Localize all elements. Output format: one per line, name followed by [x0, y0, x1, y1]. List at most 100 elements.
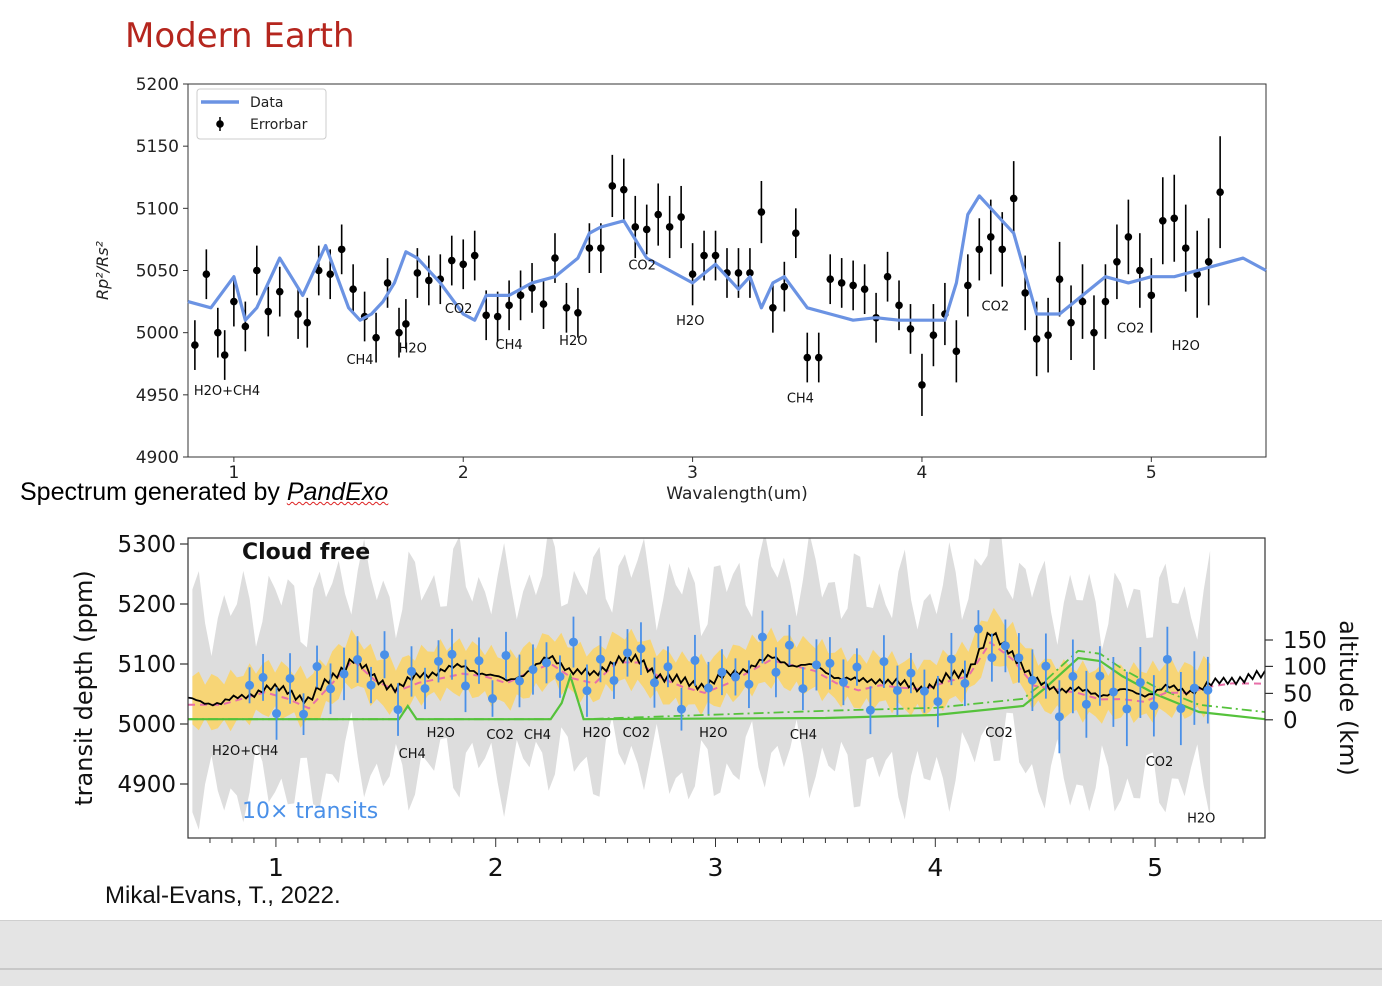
- model-data-point: [568, 616, 578, 668]
- errorbar-marker: [734, 269, 743, 277]
- model-point-marker: [717, 667, 727, 677]
- model-point-marker: [609, 675, 619, 685]
- x-tick-label: 3: [687, 463, 698, 483]
- citation: Mikal-Evans, T., 2022.: [105, 882, 341, 909]
- model-point-marker: [1149, 701, 1159, 711]
- errorbar-point: [1216, 136, 1224, 249]
- errorbar-marker: [688, 270, 697, 279]
- x-tick-label: 5: [1147, 853, 1163, 882]
- errorbar-marker: [1124, 233, 1133, 241]
- model-data-point: [892, 665, 902, 716]
- errorbar-marker: [918, 381, 926, 389]
- errorbar-point: [746, 248, 754, 298]
- x-tick-label: 4: [927, 853, 943, 882]
- model-point-marker: [366, 680, 376, 690]
- model-data-point: [1189, 651, 1199, 725]
- errorbar-point: [372, 312, 380, 363]
- errorbar-marker: [413, 269, 422, 277]
- errorbar-marker: [929, 331, 938, 339]
- model-data-point: [1041, 633, 1051, 699]
- model-data-point: [784, 624, 794, 666]
- model-point-marker: [960, 678, 970, 688]
- errorbar-marker: [860, 285, 869, 293]
- errorbar-point: [906, 304, 915, 354]
- errorbar-point: [1204, 218, 1213, 306]
- errorbar-point: [860, 264, 869, 315]
- x-tick-label: 4: [917, 463, 928, 483]
- errorbar-point: [314, 245, 323, 296]
- model-data-point: [353, 636, 363, 683]
- x-tick-label: 5: [1146, 463, 1157, 483]
- model-data-point: [407, 646, 417, 697]
- errorbar-point: [1044, 297, 1052, 373]
- errorbar-point: [191, 320, 199, 370]
- errorbar-point: [253, 245, 261, 296]
- y-tick-label: 5150: [136, 137, 179, 157]
- model-point-marker: [1203, 685, 1213, 695]
- model-data-point: [1014, 633, 1024, 683]
- model-data-point: [366, 666, 376, 704]
- errorbar-marker: [1044, 331, 1052, 339]
- x-tick-label: 1: [228, 463, 239, 483]
- errorbar-point: [883, 251, 892, 302]
- model-data-point: [245, 667, 255, 704]
- model-data-point: [757, 610, 767, 664]
- model-point-marker: [299, 709, 309, 719]
- errorbar-point: [619, 158, 628, 221]
- panel-title: Cloud free: [242, 540, 370, 565]
- errorbar-marker: [1055, 275, 1064, 284]
- molecule-annotation: CO2: [623, 726, 651, 741]
- model-point-marker: [258, 672, 268, 682]
- errorbar-point: [551, 233, 559, 283]
- errorbar-point: [952, 320, 961, 383]
- model-point-marker: [636, 644, 646, 654]
- errorbar-marker: [1009, 194, 1018, 203]
- model-data-point: [1095, 646, 1105, 706]
- model-point-marker: [838, 677, 848, 687]
- errorbar-point: [395, 307, 403, 358]
- errorbar-marker: [1067, 318, 1075, 327]
- model-data-point: [636, 622, 646, 675]
- errorbar-point: [1055, 241, 1064, 317]
- model-data-point: [730, 658, 740, 696]
- errorbar-point: [688, 243, 697, 306]
- model-data-point: [514, 654, 524, 708]
- model-data-point: [541, 642, 551, 684]
- model-data-point: [973, 610, 983, 648]
- window-bottom-divider: [0, 968, 1382, 970]
- model-point-marker: [946, 654, 956, 664]
- model-point-marker: [757, 632, 767, 642]
- errorbar-marker: [516, 291, 525, 300]
- y-axis-label: Rp²/Rs²: [93, 240, 112, 300]
- model-data-point: [811, 639, 821, 691]
- model-data-point: [474, 637, 484, 684]
- legend: Data Errorbar: [196, 88, 327, 140]
- y2-tick-label: 150: [1283, 628, 1327, 654]
- errorbar-point: [1067, 285, 1075, 361]
- model-point-marker: [744, 679, 754, 689]
- model-data-point: [339, 647, 349, 701]
- model-data-point: [717, 649, 727, 696]
- errorbar-point: [294, 289, 302, 339]
- model-data-point: [326, 663, 336, 715]
- y-tick-label: 5000: [117, 712, 176, 738]
- errorbar-point: [459, 239, 468, 290]
- model-data-point: [676, 687, 686, 731]
- errorbar-point: [803, 332, 812, 383]
- errorbar-marker: [597, 244, 605, 252]
- errorbar-marker: [1158, 216, 1167, 225]
- model-data-point: [380, 631, 390, 679]
- gas-contribution-dashed-line: [188, 649, 1265, 721]
- errorbar-point: [425, 255, 433, 306]
- molecule-annotation: H2O+CH4: [212, 744, 278, 759]
- model-point-marker: [1135, 677, 1145, 687]
- slide-title: Modern Earth: [125, 16, 355, 56]
- errorbar-marker: [482, 311, 490, 320]
- model-point-marker: [649, 678, 659, 688]
- errorbar-marker: [1078, 297, 1087, 306]
- errorbar-marker: [826, 275, 835, 284]
- errorbar-point: [792, 208, 800, 259]
- errorbar-marker: [425, 276, 433, 285]
- model-point-marker: [353, 655, 363, 665]
